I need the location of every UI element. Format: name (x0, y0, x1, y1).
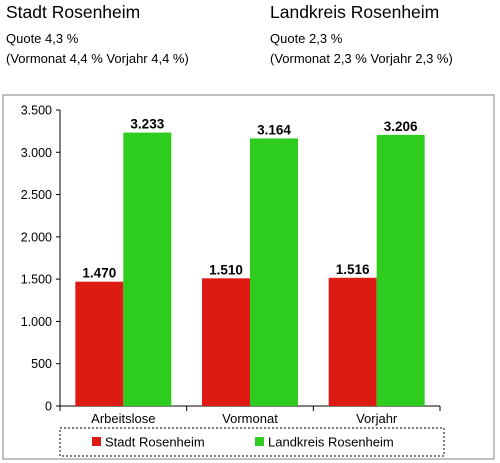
legend-swatch-landkreis (255, 437, 264, 446)
legend-frame (59, 427, 445, 457)
x-tick-label: Vormonat (222, 411, 278, 426)
x-tick-label: Vorjahr (356, 411, 398, 426)
y-tick-label: 3.000 (21, 146, 52, 160)
y-tick-label: 500 (31, 357, 52, 371)
stadt-title: Stadt Rosenheim (6, 2, 141, 22)
data-label: 1.510 (209, 262, 243, 277)
bar-stadt-rosenheim (202, 278, 250, 406)
bar-landkreis-rosenheim (376, 134, 425, 406)
data-label: 3.164 (257, 122, 291, 137)
chart-axes: 0 500 1.000 1.500 2.000 2.500 3.000 3.500 Arbeit… (21, 104, 441, 426)
chart-bars (75, 132, 425, 406)
x-tick-label: Arbeitslose (91, 411, 155, 426)
y-tick-label: 0 (45, 400, 52, 414)
legend-label-landkreis: Landkreis Rosenheim (268, 435, 394, 450)
landkreis-quote: Quote 2,3 % (270, 31, 343, 46)
bar-stadt-rosenheim (328, 277, 377, 406)
landkreis-previous-quotes: (Vormonat 2,3 % Vorjahr 2,3 %) (270, 51, 453, 66)
data-label: 1.516 (336, 262, 370, 277)
y-tick-label: 3.500 (21, 104, 52, 118)
bar-landkreis-rosenheim (250, 138, 298, 406)
data-label: 1.470 (82, 266, 116, 281)
y-tick-label: 1.000 (21, 315, 52, 329)
bar-landkreis-rosenheim (123, 132, 172, 406)
data-label: 3.233 (130, 117, 164, 132)
stadt-quote: Quote 4,3 % (6, 31, 79, 46)
stadt-header: Stadt Rosenheim Quote 4,3 % (Vormonat 4,… (6, 0, 189, 66)
chart-value-labels: 1.470 3.233 1.510 3.164 1.516 3.206 (82, 117, 418, 281)
legend-label-stadt: Stadt Rosenheim (105, 435, 205, 450)
landkreis-title: Landkreis Rosenheim (270, 2, 440, 22)
chart-legend: Stadt Rosenheim Landkreis Rosenheim (59, 427, 445, 457)
stadt-previous-quotes: (Vormonat 4,4 % Vorjahr 4,4 %) (6, 51, 189, 66)
bar-stadt-rosenheim (75, 281, 124, 406)
y-tick-label: 2.000 (21, 230, 52, 244)
y-tick-label: 2.500 (21, 188, 52, 202)
landkreis-header: Landkreis Rosenheim Quote 2,3 % (Vormona… (270, 0, 453, 66)
y-tick-label: 1.500 (21, 273, 52, 287)
legend-swatch-stadt (92, 437, 101, 446)
data-label: 3.206 (384, 119, 418, 134)
